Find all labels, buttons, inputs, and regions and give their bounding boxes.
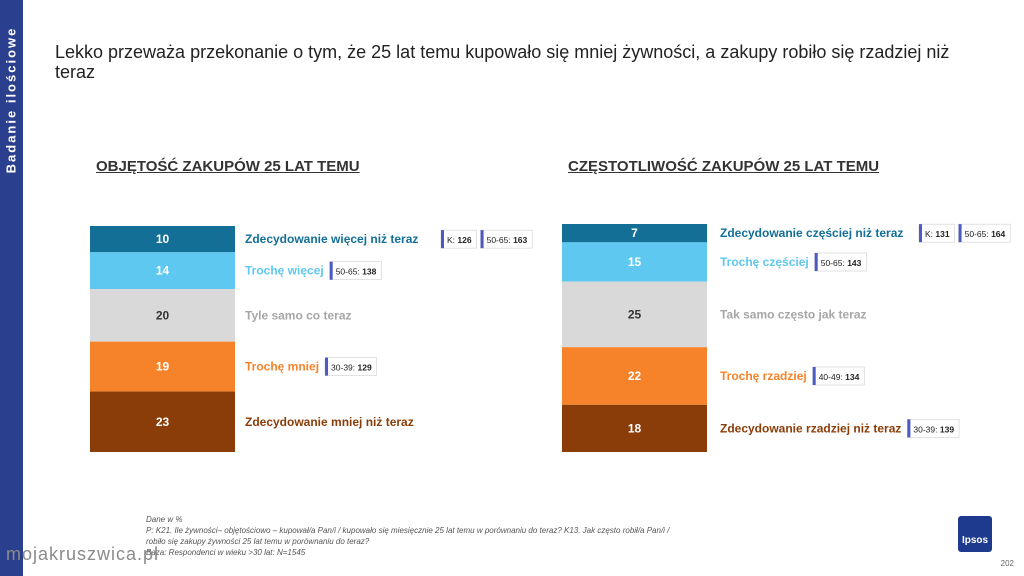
bar-segment-0-4 (90, 391, 235, 452)
footnote-line-2: P: K21. Ile żywności– objętościowo – kup… (146, 526, 670, 535)
svg-text:50-65: 164: 50-65: 164 (965, 229, 1006, 239)
significance-tag-1-0-1: 50-65: 164 (958, 223, 1011, 243)
category-label-1-0: Zdecydowanie częściej niż teraz (720, 226, 903, 240)
significance-tag-0-3-0: 30-39: 129 (324, 357, 377, 376)
svg-text:30-39: 139: 30-39: 139 (913, 424, 954, 434)
svg-text:50-65: 143: 50-65: 143 (821, 258, 862, 268)
bar-segment-1-4 (562, 404, 707, 452)
svg-text:50-65: 138: 50-65: 138 (336, 267, 377, 277)
chart-title-volume: OBJĘTOŚĆ ZAKUPÓW 25 LAT TEMU (96, 158, 360, 175)
category-label-1-3: Trochę rzadziej (720, 369, 807, 383)
category-label-0-0: Zdecydowanie więcej niż teraz (245, 232, 418, 246)
footnote-line-1: Dane w % (146, 515, 183, 524)
category-label-0-2: Tyle samo co teraz (245, 308, 352, 322)
bar-segment-1-3 (562, 347, 707, 405)
category-label-0-3: Trochę mniej (245, 360, 319, 374)
bar-segment-0-2 (90, 289, 235, 342)
category-label-1-4: Zdecydowanie rzadziej niż teraz (720, 421, 901, 435)
bar-segment-0-1 (90, 252, 235, 290)
category-label-1-1: Trochę częściej (720, 255, 809, 269)
significance-tag-0-1-0: 50-65: 138 (329, 261, 382, 280)
significance-tag-1-0-0: K: 131 (918, 223, 955, 243)
value-label-1-3: 22 (628, 369, 642, 383)
ipsos-logo: Ipsos (958, 516, 992, 552)
footnote-line-3: robiło się zakupy żywności 25 lat temu w… (146, 537, 370, 546)
page-number: 202 (1000, 559, 1014, 568)
significance-tag-0-0-1: 50-65: 163 (480, 229, 533, 249)
value-label-0-4: 23 (156, 415, 170, 429)
value-label-1-4: 18 (628, 421, 642, 435)
value-label-1-2: 25 (628, 307, 642, 321)
chart-title-frequency: CZĘSTOTLIWOŚĆ ZAKUPÓW 25 LAT TEMU (568, 158, 880, 175)
sidebar: Badanie ilościowe (0, 0, 23, 576)
svg-text:40-49: 134: 40-49: 134 (819, 372, 860, 382)
significance-tag-1-1-0: 50-65: 143 (814, 252, 867, 272)
bar-segment-1-2 (562, 281, 707, 348)
value-label-0-0: 10 (156, 232, 170, 246)
bar-segment-1-1 (562, 242, 707, 282)
significance-tag-1-3-0: 40-49: 134 (812, 366, 865, 386)
value-label-0-1: 14 (156, 264, 170, 278)
watermark: mojakruszwica.pl (6, 544, 160, 564)
category-label-0-4: Zdecydowanie mniej niż teraz (245, 415, 414, 429)
footnote: Dane w % P: K21. Ile żywności– objętości… (146, 514, 806, 558)
svg-text:K: 126: K: 126 (447, 235, 472, 245)
bar-segment-0-0 (90, 226, 235, 253)
svg-text:30-39: 129: 30-39: 129 (331, 363, 372, 373)
significance-tag-1-4-0: 30-39: 139 (907, 419, 960, 438)
value-label-0-3: 19 (156, 360, 170, 374)
significance-tag-0-0-0: K: 126 (440, 229, 477, 249)
bar-segment-0-3 (90, 341, 235, 392)
value-label-1-1: 15 (628, 255, 642, 269)
svg-text:50-65: 163: 50-65: 163 (487, 235, 528, 245)
footnote-line-4: Baza: Respondenci w wieku >30 lat: N=154… (146, 548, 306, 557)
value-label-0-2: 20 (156, 308, 170, 322)
slide-headline: Lekko przeważa przekonanie o tym, że 25 … (55, 42, 950, 82)
category-label-0-1: Trochę więcej (245, 264, 324, 278)
value-label-1-0: 7 (631, 226, 638, 240)
svg-text:K: 131: K: 131 (925, 229, 950, 239)
category-label-1-2: Tak samo często jak teraz (720, 307, 867, 321)
bar-segment-1-0 (562, 224, 707, 243)
